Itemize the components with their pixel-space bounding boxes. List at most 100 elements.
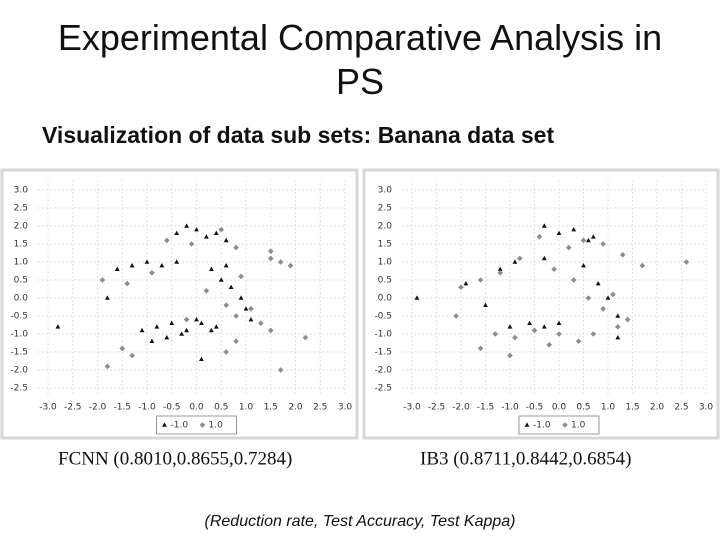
y-tick-label: 2.0 bbox=[378, 222, 393, 232]
legend-label: -1.0 bbox=[533, 421, 551, 431]
x-tick-label: 2.0 bbox=[650, 403, 665, 413]
chart-panel bbox=[362, 168, 720, 440]
data-point bbox=[223, 263, 229, 268]
data-point bbox=[129, 352, 135, 359]
y-tick-label: -1.5 bbox=[10, 348, 28, 358]
y-tick-label: 0.5 bbox=[14, 276, 28, 286]
data-point bbox=[615, 335, 621, 340]
data-point bbox=[541, 324, 547, 329]
data-point bbox=[585, 295, 592, 301]
x-tick-label: 2.5 bbox=[674, 403, 688, 413]
data-point bbox=[114, 266, 120, 271]
y-tick-label: -0.5 bbox=[10, 312, 28, 322]
y-tick-label: 2.0 bbox=[14, 222, 29, 232]
data-point bbox=[580, 237, 587, 244]
data-point bbox=[556, 230, 562, 235]
data-point bbox=[124, 280, 130, 287]
legend-marker bbox=[562, 422, 568, 428]
data-point bbox=[99, 277, 106, 283]
x-tick-label: 0.5 bbox=[214, 403, 228, 413]
data-point bbox=[184, 223, 189, 228]
x-tick-label: 3.0 bbox=[338, 403, 353, 413]
y-tick-label: 0.0 bbox=[14, 294, 29, 304]
data-point bbox=[228, 284, 234, 289]
data-point bbox=[551, 266, 557, 272]
data-point bbox=[453, 313, 459, 319]
data-point bbox=[213, 230, 219, 235]
data-point bbox=[615, 324, 621, 330]
data-point bbox=[590, 234, 596, 239]
data-point bbox=[154, 324, 160, 329]
y-tick-label: -2.0 bbox=[10, 366, 28, 376]
data-point bbox=[149, 270, 155, 276]
data-point bbox=[149, 338, 155, 343]
x-tick-label: -3.0 bbox=[39, 403, 57, 413]
y-tick-label: 1.5 bbox=[378, 240, 392, 250]
legend-box bbox=[156, 415, 237, 435]
x-tick-label: 0.0 bbox=[552, 403, 567, 413]
data-point bbox=[208, 327, 214, 333]
data-point bbox=[184, 327, 189, 333]
x-tick-label: 0.5 bbox=[576, 403, 590, 413]
data-point bbox=[590, 331, 597, 337]
chart-caption: FCNN (0.8010,0.8655,0.7284) bbox=[58, 448, 292, 469]
chart-caption: IB3 (0.8711,0.8442,0.6854) bbox=[420, 448, 631, 469]
data-point bbox=[619, 252, 626, 258]
data-point bbox=[233, 313, 239, 319]
data-point bbox=[477, 277, 484, 283]
data-point bbox=[624, 316, 631, 323]
y-tick-label: 0.5 bbox=[378, 276, 392, 286]
x-tick-label: -1.0 bbox=[501, 403, 519, 413]
y-tick-label: -1.5 bbox=[374, 348, 392, 358]
y-tick-label: -2.0 bbox=[374, 366, 392, 376]
data-point bbox=[541, 223, 547, 228]
x-tick-label: 1.5 bbox=[625, 403, 639, 413]
data-point bbox=[683, 259, 690, 265]
data-point bbox=[267, 248, 274, 254]
data-point bbox=[531, 327, 538, 334]
x-tick-label: -2.0 bbox=[89, 403, 107, 413]
x-tick-label: -1.0 bbox=[138, 403, 156, 413]
y-tick-label: 0.0 bbox=[378, 294, 393, 304]
data-point bbox=[213, 324, 219, 329]
data-point bbox=[199, 356, 204, 361]
data-point bbox=[463, 281, 469, 286]
data-point bbox=[223, 302, 229, 308]
data-point bbox=[414, 295, 420, 300]
x-tick-label: -2.0 bbox=[452, 403, 470, 413]
data-point bbox=[492, 331, 499, 337]
slide-title: Experimental Comparative Analysis in PS bbox=[57, 17, 663, 102]
x-tick-label: -0.5 bbox=[526, 403, 544, 413]
data-point bbox=[119, 345, 126, 352]
x-tick-label: -1.5 bbox=[477, 403, 495, 413]
data-point bbox=[277, 259, 284, 265]
data-point bbox=[615, 313, 621, 318]
data-point bbox=[497, 270, 503, 276]
x-tick-label: -2.5 bbox=[428, 403, 446, 413]
data-point bbox=[129, 263, 135, 268]
x-tick-label: -2.5 bbox=[64, 403, 82, 413]
data-point bbox=[536, 234, 543, 240]
data-point bbox=[507, 324, 513, 329]
x-tick-label: -0.5 bbox=[163, 403, 181, 413]
x-tick-label: -1.5 bbox=[113, 403, 131, 413]
data-point bbox=[194, 317, 199, 322]
data-point bbox=[233, 338, 239, 344]
data-point bbox=[575, 338, 582, 344]
data-point bbox=[595, 281, 601, 286]
data-point bbox=[248, 317, 254, 322]
data-point bbox=[144, 259, 150, 264]
footnote: (Reduction rate, Test Accuracy, Test Kap… bbox=[205, 513, 516, 530]
data-point bbox=[104, 363, 111, 370]
x-tick-label: -3.0 bbox=[403, 403, 421, 413]
data-point bbox=[179, 331, 185, 336]
data-point bbox=[258, 320, 264, 326]
data-point bbox=[218, 226, 225, 233]
data-point bbox=[223, 349, 229, 355]
legend-marker bbox=[524, 422, 530, 427]
data-point bbox=[159, 263, 165, 268]
data-point bbox=[600, 306, 606, 312]
x-tick-label: 1.0 bbox=[239, 403, 254, 413]
data-point bbox=[105, 295, 110, 300]
